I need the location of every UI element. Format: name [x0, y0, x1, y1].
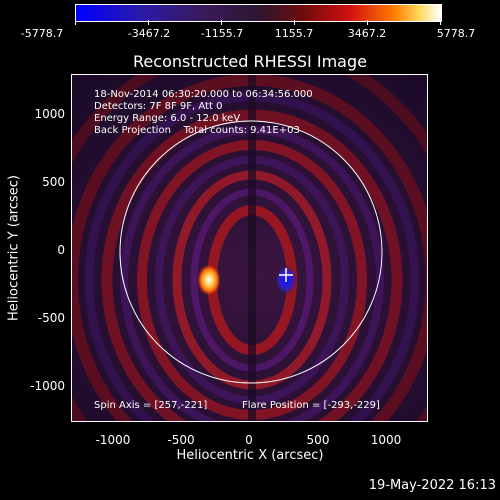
- spin-axis-marker: [279, 268, 293, 282]
- colorbar-label: 3467.2: [347, 27, 387, 40]
- info-line: 18-Nov-2014 06:30:20.000 to 06:34:56.000: [94, 89, 313, 100]
- y-tick-label: 1000: [34, 107, 65, 121]
- colorbar-label: -3467.2: [127, 27, 171, 40]
- x-axis-title: Heliocentric X (arcsec): [176, 448, 324, 463]
- info-line: Back Projection Total counts: 9.41E+03: [94, 125, 300, 136]
- x-tick-label: 0: [245, 433, 253, 447]
- image-canvas: [72, 75, 427, 421]
- flare-source: [197, 264, 221, 296]
- colorbar-tick: [294, 20, 295, 25]
- info-line: Energy Range: 6.0 - 12.0 keV: [94, 113, 241, 124]
- y-tick-label: -500: [37, 311, 65, 325]
- x-tick-label: -500: [167, 433, 195, 447]
- colorbar: [75, 4, 442, 22]
- colorbar-tick: [367, 20, 368, 25]
- colorbar-tick: [75, 20, 76, 25]
- colorbar-label: 1155.7: [274, 27, 314, 40]
- y-tick-label: 0: [57, 243, 65, 257]
- timestamp: 19-May-2022 16:13: [368, 478, 496, 493]
- flare-position-label: Flare Position = [-293,-229]: [242, 400, 380, 411]
- y-axis-title: Heliocentric Y (arcsec): [6, 175, 22, 321]
- x-tick-label: 1000: [370, 433, 402, 447]
- info-line: Detectors: 7F 8F 9F, Att 0: [94, 101, 223, 112]
- colorbar-tick: [440, 20, 441, 25]
- plot-title: Reconstructed RHESSI Image: [133, 52, 367, 71]
- colorbar-tick: [221, 20, 222, 25]
- rhessi-image: 18-Nov-2014 06:30:20.000 to 06:34:56.000…: [71, 74, 428, 422]
- solar-limb: [119, 120, 383, 384]
- y-tick-label: -1000: [30, 379, 65, 393]
- x-tick-label: 500: [306, 433, 330, 447]
- y-tick-label: 500: [42, 175, 65, 189]
- colorbar-label: 5778.7: [436, 27, 476, 40]
- x-tick-label: -1000: [95, 433, 131, 447]
- colorbar-label: -5778.7: [20, 27, 64, 40]
- colorbar-label: -1155.7: [200, 27, 244, 40]
- colorbar-tick: [148, 20, 149, 25]
- spin-axis-label: Spin Axis = [257,-221]: [94, 400, 208, 411]
